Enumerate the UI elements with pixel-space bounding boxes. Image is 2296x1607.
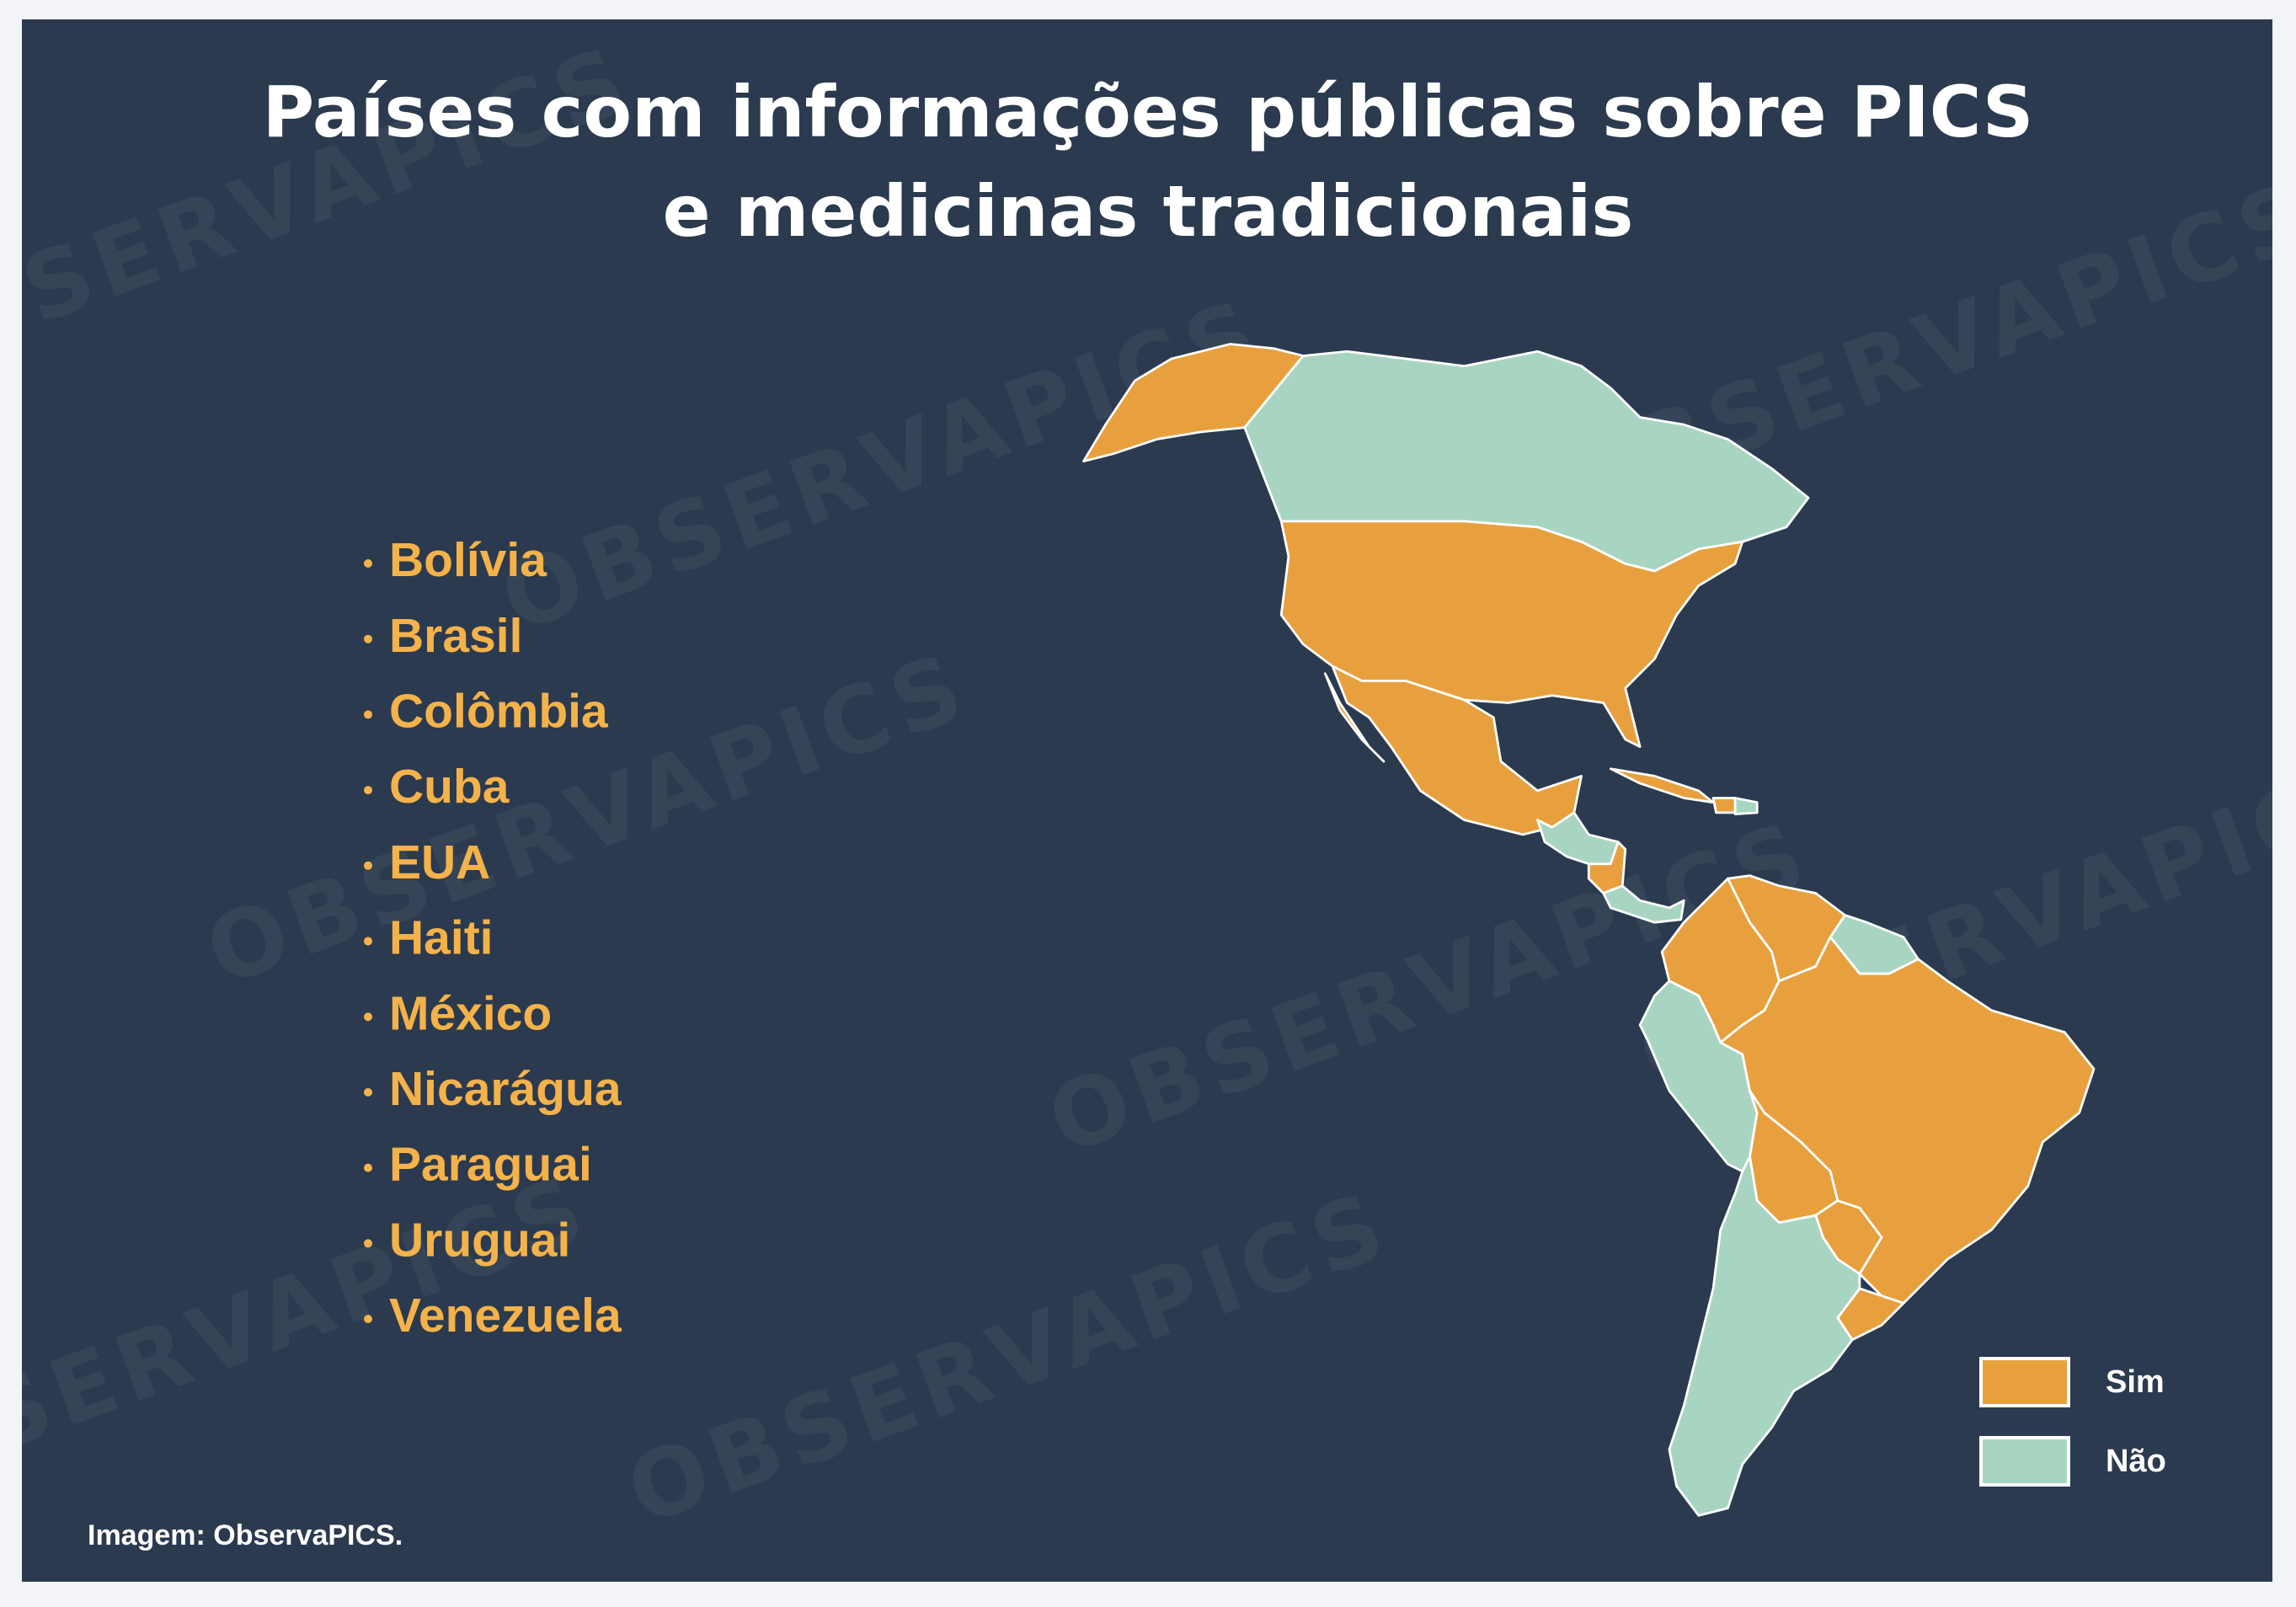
country-item: Brasil xyxy=(389,609,522,663)
bullet xyxy=(364,937,372,946)
country-item: Nicarágua xyxy=(389,1062,622,1116)
country-item: México xyxy=(389,986,552,1040)
bullet xyxy=(364,861,372,870)
bullet xyxy=(364,1239,372,1248)
legend-label: Não xyxy=(2106,1444,2166,1479)
credit: Imagem: ObservaPICS. xyxy=(88,1519,403,1551)
bullet xyxy=(364,1012,372,1022)
country-item: EUA xyxy=(389,836,490,889)
country-item: Haiti xyxy=(389,911,494,965)
nicaragua xyxy=(1587,841,1627,894)
costa-rica-panama xyxy=(1602,884,1685,924)
map xyxy=(1082,343,2096,1517)
bullet xyxy=(364,634,372,643)
panel xyxy=(22,19,2272,1582)
country-item: Venezuela xyxy=(389,1289,622,1343)
title-line: e medicinas tradicionais xyxy=(663,170,1634,253)
country-item: Paraguai xyxy=(389,1138,592,1192)
bullet xyxy=(364,786,372,795)
legend-label: Sim xyxy=(2106,1364,2165,1400)
country-item: Uruguai xyxy=(389,1213,570,1267)
dominican-republic xyxy=(1733,797,1759,815)
baja xyxy=(1323,672,1386,763)
country-list: Bolívia Brasil Colômbia Cuba EUA Haiti México N… xyxy=(364,533,622,1343)
alaska xyxy=(1082,343,1305,463)
country-item: Colômbia xyxy=(389,684,609,738)
bullet xyxy=(364,1163,372,1172)
bullet xyxy=(364,559,372,568)
legend-swatch xyxy=(1979,1436,2070,1487)
legend-swatch xyxy=(1979,1357,2070,1407)
country-item: Bolívia xyxy=(389,533,547,587)
haiti xyxy=(1711,797,1737,814)
bullet xyxy=(364,710,372,719)
legend: Sim Não xyxy=(1979,1357,2166,1487)
bullet xyxy=(364,1315,372,1323)
title-line: Países com informações públicas sobre PI… xyxy=(263,71,2034,153)
country-item: Cuba xyxy=(389,760,510,814)
bullet xyxy=(364,1087,372,1097)
chile-argentina xyxy=(1668,1156,1861,1517)
